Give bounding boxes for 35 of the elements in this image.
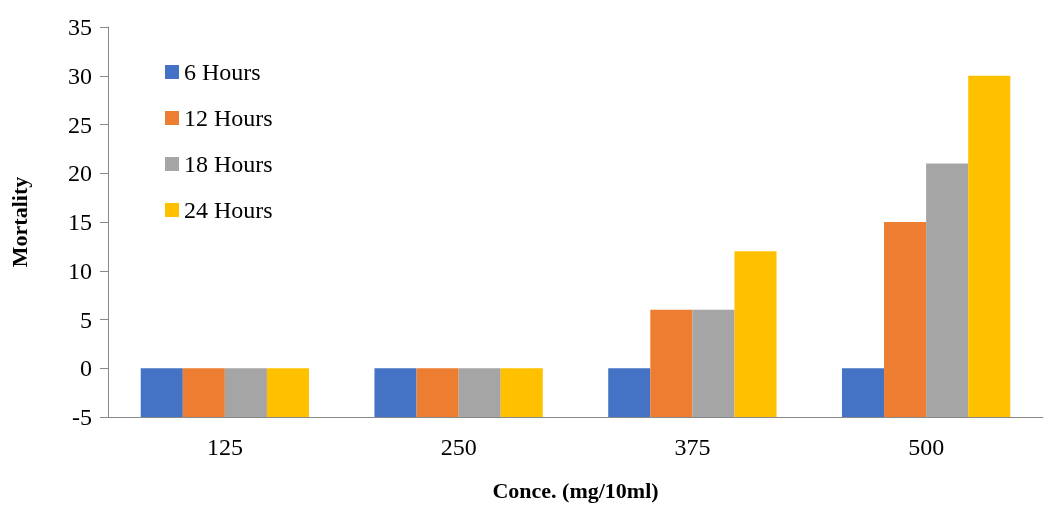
y-tick-label: 25 [68, 111, 92, 138]
bar [926, 163, 969, 417]
bar [458, 368, 501, 417]
y-tick-label: 5 [80, 306, 92, 333]
bar [734, 251, 777, 417]
y-tick-label: 15 [68, 209, 92, 235]
legend-label: 12 Hours [184, 105, 273, 131]
legend-label: 24 Hours [184, 197, 273, 223]
y-tick-label: 20 [68, 160, 92, 187]
bar [884, 222, 927, 417]
x-tick-label: 125 [206, 434, 243, 460]
bar [500, 368, 543, 417]
legend-label: 18 Hours [184, 151, 273, 177]
bar [374, 368, 417, 417]
y-tick-label: 35 [68, 14, 92, 40]
legend-label: 6 Hours [184, 59, 261, 85]
y-tick-label: 0 [80, 355, 92, 382]
x-tick-label: 375 [674, 434, 711, 460]
bar [692, 309, 735, 417]
bar [608, 368, 651, 417]
y-tick-label: 30 [68, 62, 92, 89]
y-tick-label: -5 [72, 404, 92, 430]
y-axis-title: Mortality [6, 176, 32, 268]
y-tick-label: 10 [68, 257, 92, 284]
bar [224, 368, 267, 417]
bar [182, 368, 225, 417]
x-tick-label: 500 [908, 434, 945, 460]
bar [140, 368, 183, 417]
bar [416, 368, 459, 417]
x-tick-label: 250 [440, 434, 477, 460]
bar [650, 309, 693, 417]
bar [841, 368, 885, 417]
bar [266, 368, 310, 417]
bar [968, 75, 1011, 417]
x-axis-title: Conce. (mg/10ml) [492, 477, 659, 503]
